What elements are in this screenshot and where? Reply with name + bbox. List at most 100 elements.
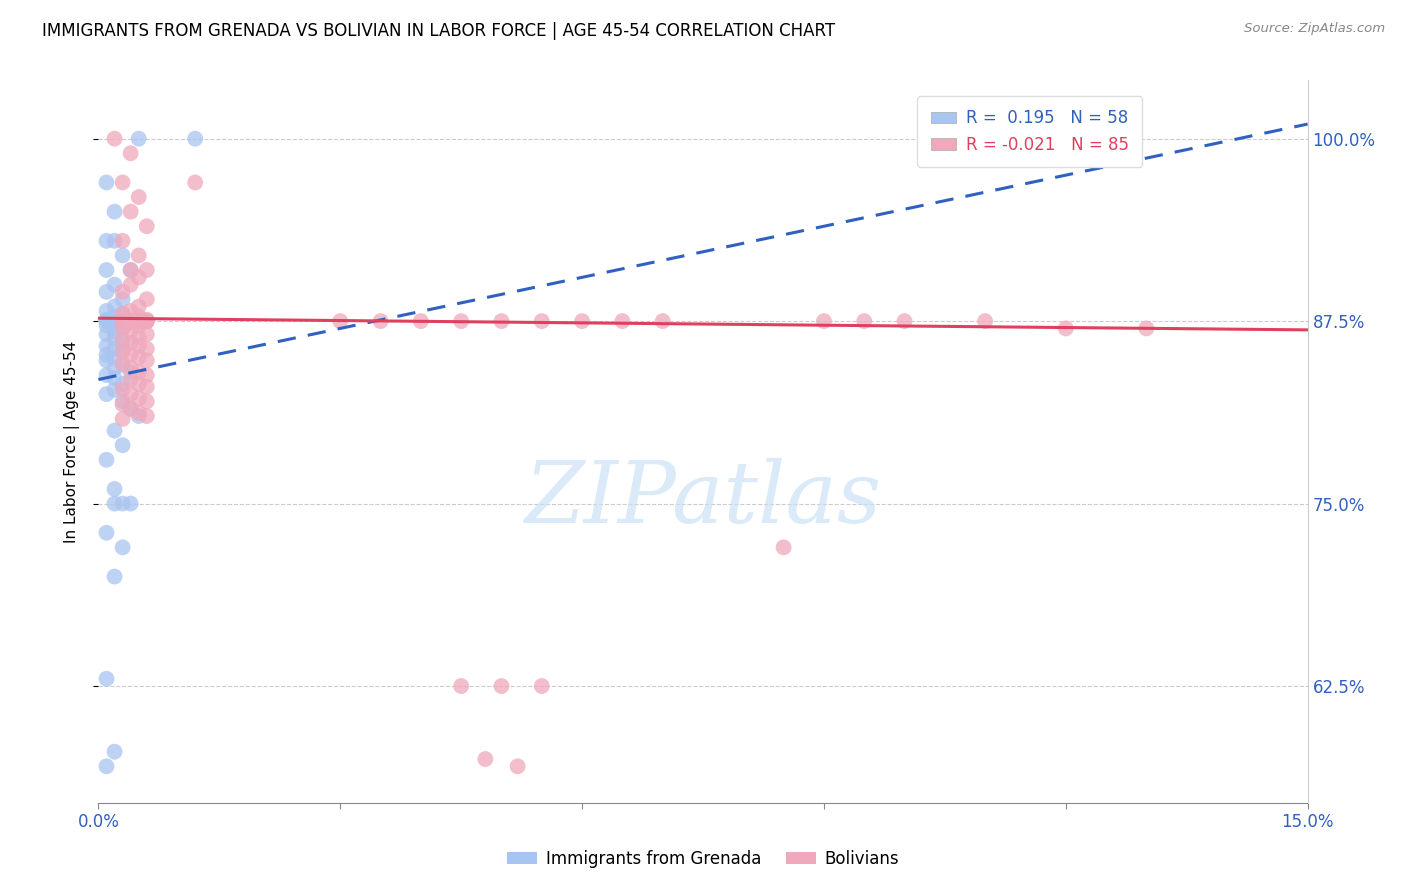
Point xyxy=(111,314,134,328)
Point xyxy=(128,248,150,262)
Point xyxy=(111,356,134,370)
Point xyxy=(111,248,134,262)
Point xyxy=(111,314,134,328)
Point xyxy=(96,353,118,368)
Point xyxy=(135,394,157,409)
Point xyxy=(184,176,207,190)
Point xyxy=(120,314,142,328)
Point xyxy=(103,497,125,511)
Point xyxy=(128,318,150,333)
Point xyxy=(853,314,876,328)
Point xyxy=(103,351,125,365)
Point xyxy=(612,314,634,328)
Point xyxy=(135,380,157,394)
Point xyxy=(103,277,125,292)
Point xyxy=(530,679,553,693)
Point xyxy=(111,307,134,321)
Point xyxy=(103,204,125,219)
Point xyxy=(96,304,118,318)
Point xyxy=(103,424,125,438)
Point xyxy=(120,387,142,401)
Point xyxy=(96,339,118,353)
Point xyxy=(103,342,125,356)
Point xyxy=(135,327,157,342)
Point xyxy=(96,327,118,342)
Point xyxy=(329,314,352,328)
Point xyxy=(96,176,118,190)
Point xyxy=(96,318,118,333)
Point xyxy=(120,401,142,416)
Point xyxy=(120,277,142,292)
Point xyxy=(103,569,125,583)
Point xyxy=(103,300,125,314)
Point xyxy=(530,314,553,328)
Point xyxy=(103,360,125,375)
Point xyxy=(135,292,157,306)
Point xyxy=(135,409,157,423)
Point xyxy=(135,312,157,326)
Point xyxy=(128,406,150,420)
Point xyxy=(128,351,150,365)
Point xyxy=(135,342,157,356)
Point xyxy=(103,316,125,330)
Point xyxy=(450,314,472,328)
Point xyxy=(111,176,134,190)
Point xyxy=(111,344,134,359)
Point xyxy=(111,314,134,328)
Point xyxy=(111,394,134,409)
Point xyxy=(974,314,997,328)
Point xyxy=(491,679,513,693)
Point xyxy=(120,146,142,161)
Point xyxy=(128,376,150,391)
Point xyxy=(111,234,134,248)
Point xyxy=(111,541,134,555)
Point xyxy=(111,292,134,306)
Point xyxy=(120,360,142,375)
Point xyxy=(96,368,118,383)
Point xyxy=(128,314,150,328)
Point xyxy=(128,365,150,379)
Point xyxy=(120,324,142,338)
Point xyxy=(1135,321,1157,335)
Point xyxy=(135,353,157,368)
Point xyxy=(120,372,142,386)
Point xyxy=(120,314,142,328)
Point xyxy=(103,234,125,248)
Point xyxy=(506,759,529,773)
Point xyxy=(96,348,118,362)
Point xyxy=(111,321,134,335)
Point xyxy=(103,332,125,346)
Point xyxy=(370,314,392,328)
Point xyxy=(135,263,157,277)
Point xyxy=(96,234,118,248)
Point xyxy=(96,672,118,686)
Point xyxy=(120,365,142,379)
Point xyxy=(120,336,142,351)
Point xyxy=(96,759,118,773)
Point xyxy=(96,387,118,401)
Point xyxy=(135,314,157,328)
Point xyxy=(111,336,134,351)
Point xyxy=(651,314,673,328)
Point xyxy=(96,452,118,467)
Point xyxy=(96,263,118,277)
Point xyxy=(135,314,157,328)
Point xyxy=(128,310,150,324)
Point xyxy=(120,204,142,219)
Point xyxy=(120,348,142,362)
Point xyxy=(128,131,150,145)
Point xyxy=(813,314,835,328)
Point xyxy=(772,541,794,555)
Point xyxy=(120,316,142,330)
Point xyxy=(128,314,150,328)
Point xyxy=(111,497,134,511)
Point xyxy=(111,285,134,299)
Point xyxy=(409,314,432,328)
Point xyxy=(111,376,134,391)
Y-axis label: In Labor Force | Age 45-54: In Labor Force | Age 45-54 xyxy=(65,341,80,542)
Point xyxy=(893,314,915,328)
Point xyxy=(450,679,472,693)
Point xyxy=(103,324,125,338)
Point xyxy=(128,314,150,328)
Point xyxy=(135,219,157,234)
